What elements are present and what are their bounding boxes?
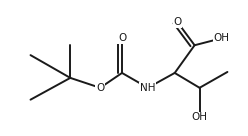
Text: O: O	[118, 33, 126, 43]
Text: OH: OH	[214, 33, 229, 43]
Text: O: O	[96, 83, 104, 93]
Text: O: O	[174, 17, 182, 27]
Text: OH: OH	[191, 112, 208, 123]
Text: NH: NH	[140, 83, 155, 93]
